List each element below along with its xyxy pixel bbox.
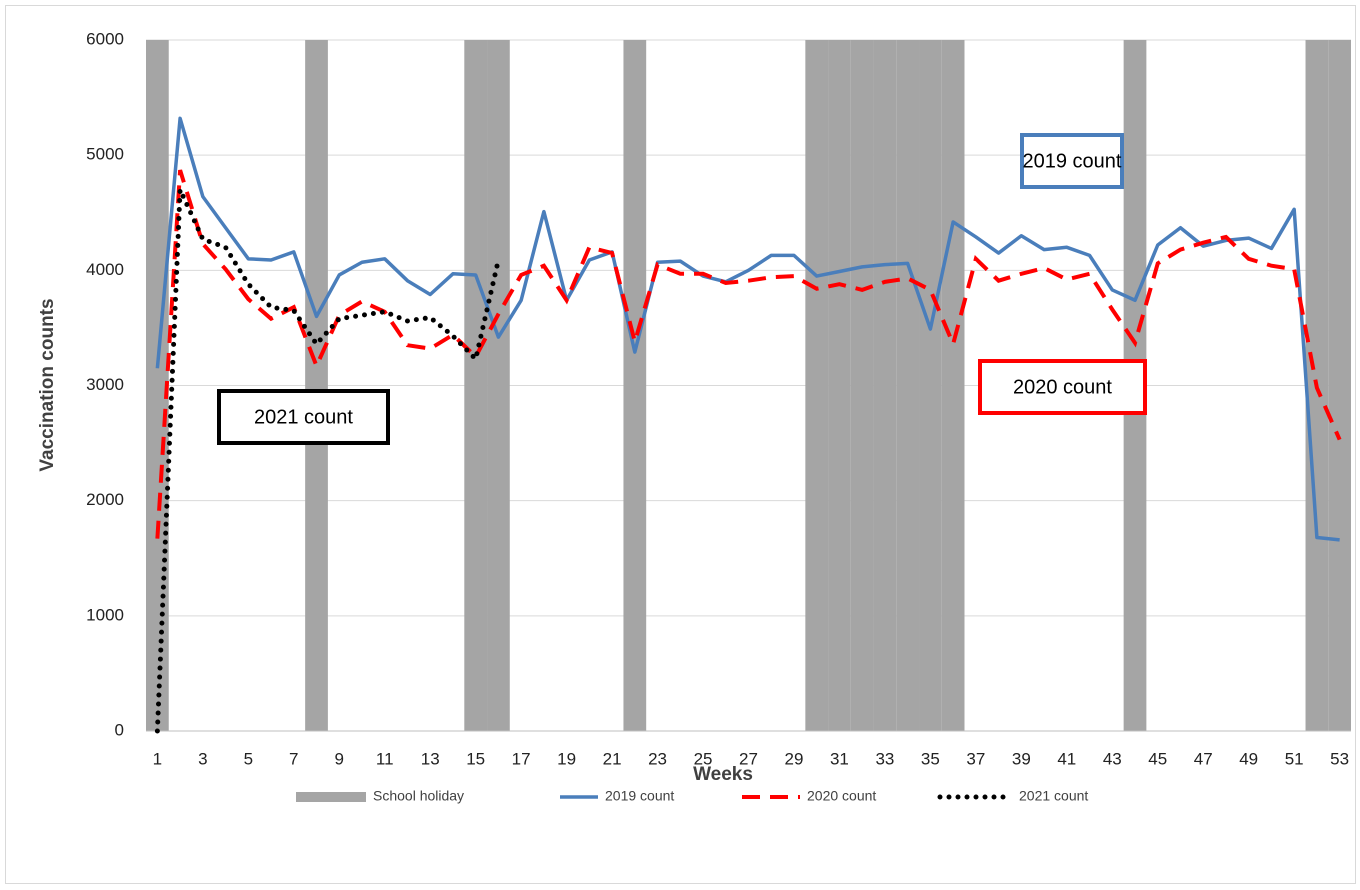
x-tick-label: 17 (512, 749, 531, 768)
holiday-bar (464, 40, 488, 731)
x-tick-label: 7 (289, 749, 298, 768)
x-tick-label: 43 (1103, 749, 1122, 768)
holiday-bar (805, 40, 829, 731)
x-tick-label: 51 (1285, 749, 1304, 768)
y-tick-label: 4000 (86, 260, 124, 279)
x-axis-title: Weeks (693, 764, 753, 785)
annotation-box (978, 359, 1147, 415)
holiday-bar (941, 40, 965, 731)
x-tick-label: 9 (335, 749, 344, 768)
x-tick-label: 29 (785, 749, 804, 768)
holiday-bar (623, 40, 647, 731)
x-tick-label: 19 (557, 749, 576, 768)
x-tick-label: 53 (1330, 749, 1349, 768)
holiday-bar (305, 40, 328, 731)
x-tick-label: 23 (648, 749, 667, 768)
legend-swatch (296, 792, 366, 802)
annotation-text: 2019 count (1023, 150, 1122, 172)
series-line (154, 188, 501, 734)
x-tick-label: 3 (198, 749, 207, 768)
y-tick-label: 2000 (86, 490, 124, 509)
y-axis-title: Vaccination counts (37, 298, 58, 471)
x-tick-label: 39 (1012, 749, 1031, 768)
x-tick-label: 21 (603, 749, 622, 768)
holiday-bar (850, 40, 874, 731)
y-tick-label: 3000 (86, 375, 124, 394)
x-tick-label: 13 (421, 749, 440, 768)
x-tick-label: 35 (921, 749, 940, 768)
legend-label: 2020 count (807, 788, 876, 804)
x-tick-label: 1 (153, 749, 162, 768)
x-tick-label: 45 (1148, 749, 1167, 768)
x-tick-label: 31 (830, 749, 849, 768)
annotation-box (217, 389, 390, 445)
y-tick-label: 0 (115, 720, 124, 739)
annotation-text: 2020 count (1013, 376, 1112, 398)
x-tick-label: 25 (694, 749, 713, 768)
annotation-box (1020, 133, 1124, 189)
holiday-bar (896, 40, 920, 731)
y-tick-label: 1000 (86, 605, 124, 624)
series-line (155, 169, 1342, 539)
x-tick-label: 47 (1194, 749, 1213, 768)
x-tick-label: 41 (1057, 749, 1076, 768)
x-tick-label: 15 (466, 749, 485, 768)
legend-label: School holiday (373, 788, 464, 804)
holiday-bar (873, 40, 897, 731)
legend-label: 2021 count (1019, 788, 1088, 804)
y-tick-label: 6000 (86, 29, 124, 48)
annotation-text: 2021 count (254, 406, 353, 428)
x-tick-label: 11 (376, 749, 394, 768)
y-tick-label: 5000 (86, 145, 124, 164)
series-line (155, 116, 1340, 542)
x-tick-label: 49 (1239, 749, 1258, 768)
x-tick-label: 37 (966, 749, 985, 768)
holiday-bar (1328, 40, 1351, 731)
x-tick-label: 27 (739, 749, 758, 768)
legend-label: 2019 count (605, 788, 674, 804)
x-tick-label: 5 (244, 749, 253, 768)
holiday-bar (919, 40, 942, 731)
holiday-bar (828, 40, 851, 731)
x-tick-label: 33 (875, 749, 894, 768)
holiday-bar (487, 40, 510, 731)
